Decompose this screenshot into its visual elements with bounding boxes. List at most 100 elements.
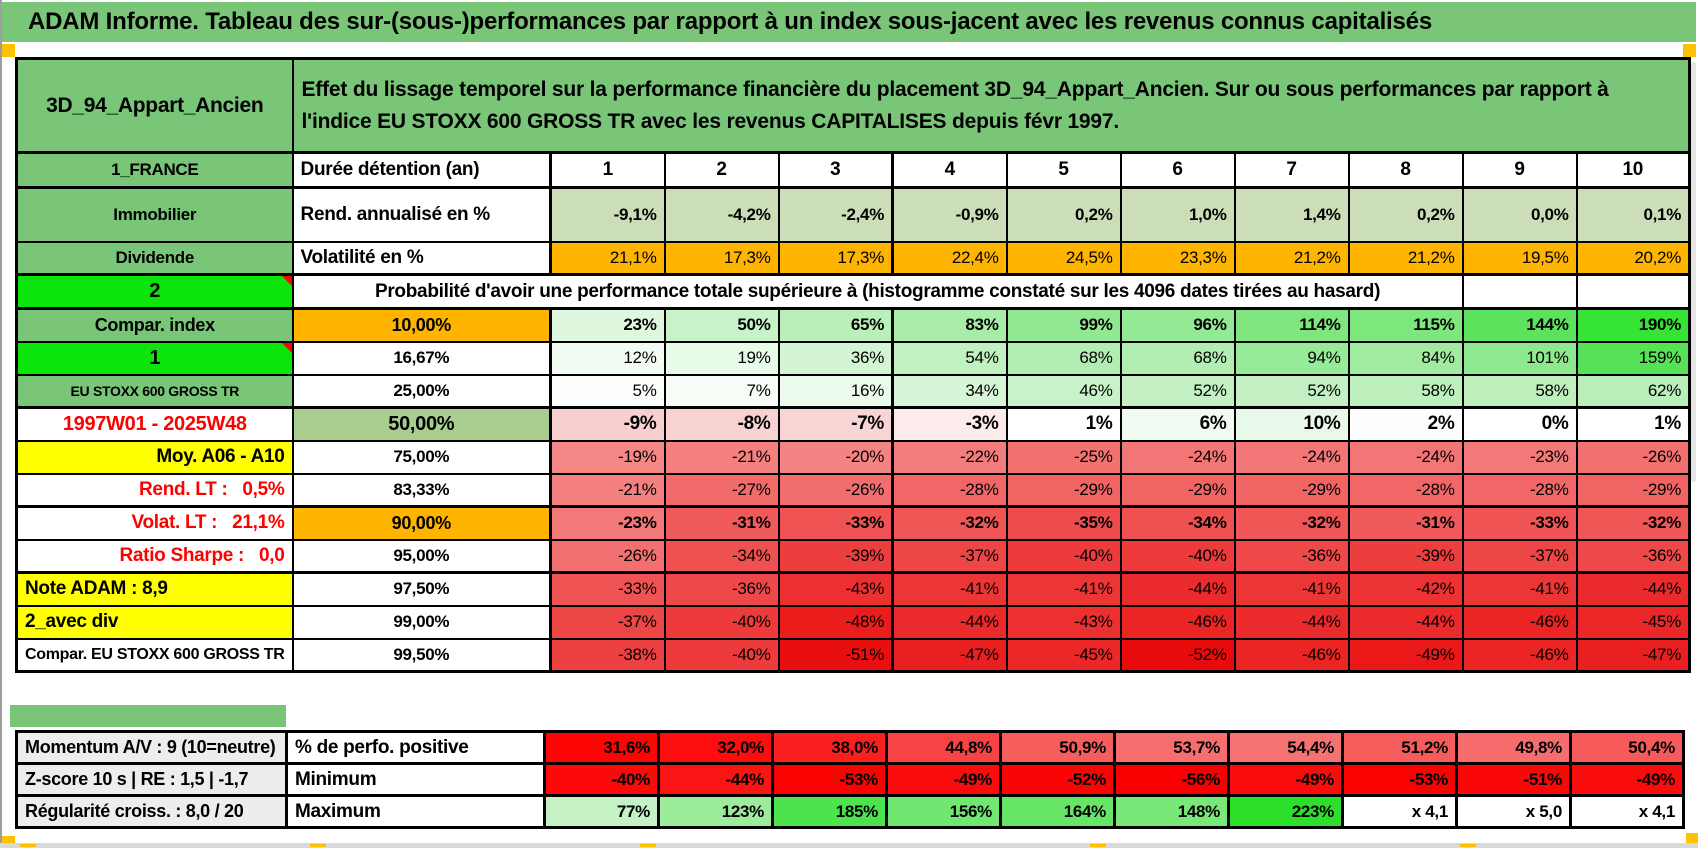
empty-cell[interactable] xyxy=(1575,273,1691,310)
value-cell[interactable]: 20,2% xyxy=(1575,240,1691,276)
description-cell[interactable]: Effet du lissage temporel sur la perform… xyxy=(291,57,1691,154)
value-cell[interactable]: 1,0% xyxy=(1119,186,1236,243)
row-label-cell[interactable]: Immobilier xyxy=(15,186,294,243)
threshold-cell[interactable]: 10,00% xyxy=(291,307,552,343)
value-cell[interactable]: -49% xyxy=(1347,637,1464,673)
row-label-cell[interactable]: 1_FRANCE xyxy=(15,151,294,189)
value-cell[interactable]: 0,2% xyxy=(1347,186,1464,243)
value-cell[interactable]: 32,0% xyxy=(657,730,774,765)
value-cell[interactable]: -4,2% xyxy=(663,186,780,243)
value-cell[interactable]: -19% xyxy=(549,439,666,475)
value-cell[interactable]: -52% xyxy=(999,762,1116,797)
value-cell[interactable]: -23% xyxy=(1461,439,1578,475)
value-cell[interactable]: -45% xyxy=(1575,604,1691,640)
value-cell[interactable]: x 4,1 xyxy=(1341,794,1458,829)
value-cell[interactable]: -48% xyxy=(777,604,894,640)
value-cell[interactable]: 94% xyxy=(1233,340,1350,376)
value-cell[interactable]: 36% xyxy=(777,340,894,376)
threshold-cell[interactable]: 83,33% xyxy=(291,472,552,508)
value-cell[interactable]: -36% xyxy=(1575,538,1691,574)
value-cell[interactable]: -40% xyxy=(663,604,780,640)
value-cell[interactable]: 1% xyxy=(1005,406,1122,442)
value-cell[interactable]: 31,6% xyxy=(543,730,660,765)
row-label-cell[interactable]: Ratio Sharpe : 0,0 xyxy=(15,538,294,574)
indicator-label-cell[interactable]: Régularité croiss. : 8,0 / 20 xyxy=(15,794,288,829)
value-cell[interactable]: 1% xyxy=(1575,406,1691,442)
value-cell[interactable]: 16% xyxy=(777,373,894,409)
value-cell[interactable]: -28% xyxy=(1461,472,1578,508)
value-cell[interactable]: 1 xyxy=(549,151,666,189)
value-cell[interactable]: -38% xyxy=(549,637,666,673)
metric-cell[interactable]: Rend. annualisé en % xyxy=(291,186,552,243)
value-cell[interactable]: -32% xyxy=(1575,505,1691,541)
row-label-cell[interactable]: Dividende xyxy=(15,240,294,276)
value-cell[interactable]: 223% xyxy=(1227,794,1344,829)
value-cell[interactable]: -44% xyxy=(1233,604,1350,640)
value-cell[interactable]: 10% xyxy=(1233,406,1350,442)
value-cell[interactable]: 23% xyxy=(549,307,666,343)
value-cell[interactable]: 21,1% xyxy=(549,240,666,276)
metric-cell[interactable]: Durée détention (an) xyxy=(291,151,552,189)
row-label-cell[interactable]: Compar. EU STOXX 600 GROSS TR xyxy=(15,637,294,673)
value-cell[interactable]: 21,2% xyxy=(1347,240,1464,276)
value-cell[interactable]: 159% xyxy=(1575,340,1691,376)
value-cell[interactable]: 83% xyxy=(891,307,1008,343)
value-cell[interactable]: 9 xyxy=(1461,151,1578,189)
value-cell[interactable]: -26% xyxy=(777,472,894,508)
value-cell[interactable]: -49% xyxy=(1569,762,1685,797)
value-cell[interactable]: -46% xyxy=(1461,604,1578,640)
value-cell[interactable]: -29% xyxy=(1005,472,1122,508)
value-cell[interactable]: -35% xyxy=(1005,505,1122,541)
value-cell[interactable]: 84% xyxy=(1347,340,1464,376)
value-cell[interactable]: -53% xyxy=(771,762,888,797)
value-cell[interactable]: -40% xyxy=(663,637,780,673)
value-cell[interactable]: 114% xyxy=(1233,307,1350,343)
value-cell[interactable]: -39% xyxy=(777,538,894,574)
value-cell[interactable]: -36% xyxy=(663,571,780,607)
value-cell[interactable]: -25% xyxy=(1005,439,1122,475)
value-cell[interactable]: 164% xyxy=(999,794,1116,829)
value-cell[interactable]: 8 xyxy=(1347,151,1464,189)
value-cell[interactable]: -24% xyxy=(1233,439,1350,475)
value-cell[interactable]: -27% xyxy=(663,472,780,508)
value-cell[interactable]: 38,0% xyxy=(771,730,888,765)
value-cell[interactable]: -22% xyxy=(891,439,1008,475)
value-cell[interactable]: 115% xyxy=(1347,307,1464,343)
value-cell[interactable]: 22,4% xyxy=(891,240,1008,276)
value-cell[interactable]: -7% xyxy=(777,406,894,442)
value-cell[interactable]: -9,1% xyxy=(549,186,666,243)
value-cell[interactable]: -51% xyxy=(777,637,894,673)
value-cell[interactable]: 52% xyxy=(1233,373,1350,409)
threshold-cell[interactable]: 50,00% xyxy=(291,406,552,442)
threshold-cell[interactable]: 99,50% xyxy=(291,637,552,673)
threshold-cell[interactable]: 90,00% xyxy=(291,505,552,541)
value-cell[interactable]: -46% xyxy=(1233,637,1350,673)
value-cell[interactable]: -26% xyxy=(1575,439,1691,475)
value-cell[interactable]: 54,4% xyxy=(1227,730,1344,765)
value-cell[interactable]: -8% xyxy=(663,406,780,442)
value-cell[interactable]: -34% xyxy=(1119,505,1236,541)
row-label-cell[interactable]: Rend. LT : 0,5% xyxy=(15,472,294,508)
threshold-cell[interactable]: 97,50% xyxy=(291,571,552,607)
threshold-cell[interactable]: 95,00% xyxy=(291,538,552,574)
value-cell[interactable]: 6 xyxy=(1119,151,1236,189)
value-cell[interactable]: -41% xyxy=(1233,571,1350,607)
value-cell[interactable]: 68% xyxy=(1119,340,1236,376)
empty-cell[interactable] xyxy=(1461,273,1578,310)
value-cell[interactable]: 17,3% xyxy=(663,240,780,276)
value-cell[interactable]: 50,4% xyxy=(1569,730,1685,765)
value-cell[interactable]: -21% xyxy=(663,439,780,475)
value-cell[interactable]: -33% xyxy=(777,505,894,541)
value-cell[interactable]: -44% xyxy=(891,604,1008,640)
threshold-cell[interactable]: 16,67% xyxy=(291,340,552,376)
value-cell[interactable]: 52% xyxy=(1119,373,1236,409)
value-cell[interactable]: 68% xyxy=(1005,340,1122,376)
value-cell[interactable]: -41% xyxy=(1461,571,1578,607)
value-cell[interactable]: 46% xyxy=(1005,373,1122,409)
value-cell[interactable]: 34% xyxy=(891,373,1008,409)
value-cell[interactable]: -49% xyxy=(1227,762,1344,797)
value-cell[interactable]: 44,8% xyxy=(885,730,1002,765)
value-cell[interactable]: -29% xyxy=(1575,472,1691,508)
value-cell[interactable]: -49% xyxy=(885,762,1002,797)
value-cell[interactable]: -44% xyxy=(657,762,774,797)
